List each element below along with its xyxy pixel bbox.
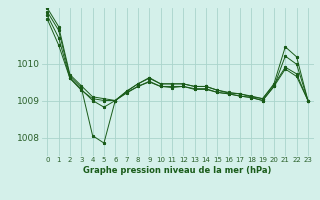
X-axis label: Graphe pression niveau de la mer (hPa): Graphe pression niveau de la mer (hPa) [84, 166, 272, 175]
